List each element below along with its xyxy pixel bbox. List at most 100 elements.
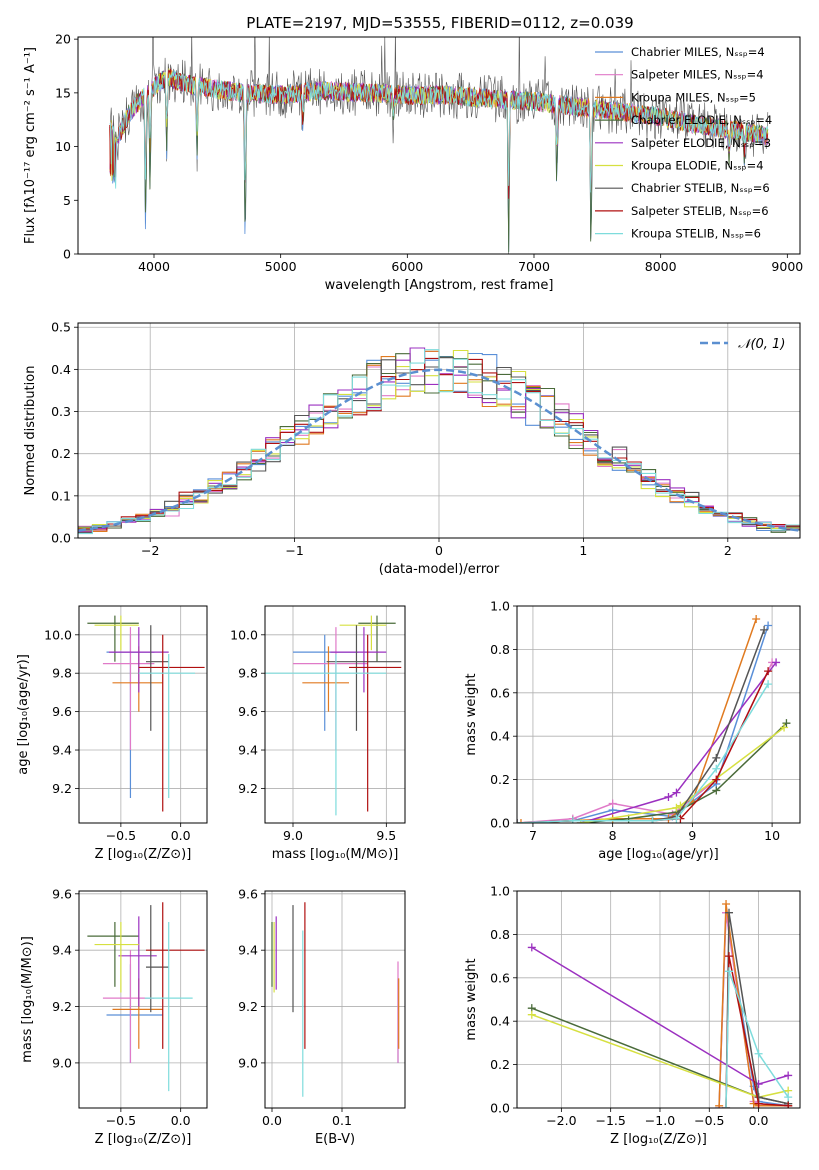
x-tick-label: 8000 [645, 259, 677, 274]
x-tick-label: −0.5 [106, 828, 136, 843]
axes-frame [264, 890, 406, 1109]
residuals-panel: −2 −1 0 1 2 0.0 0.1 0.2 0.3 0.4 0.5 (data-model)/er… [23, 320, 801, 577]
mass-weight-marker [764, 621, 773, 630]
axes-frame [77, 322, 801, 539]
mass-weight-line [580, 722, 787, 823]
mass-weight-marker [664, 792, 673, 801]
x-tick-label: 1 [579, 543, 587, 558]
y-tick-label: 0.4 [490, 729, 510, 744]
y-tick-label: 20 [55, 32, 71, 47]
x-tick-label: 10 [764, 828, 780, 843]
mass-weight-marker [712, 775, 721, 784]
y-tick-label: 0.8 [490, 927, 510, 942]
axes-frame [264, 605, 406, 824]
y-tick-label: 10 [55, 139, 71, 154]
y-tick-label: 1.0 [490, 884, 510, 899]
spectrum-plot-area [109, 37, 769, 254]
mass-weight-marker [725, 952, 734, 961]
x-tick-label: 0.0 [171, 828, 191, 843]
x-tick-label: 9000 [771, 259, 803, 274]
age_vs_Z-plot-area [87, 615, 205, 812]
y-tick-label: 9.6 [52, 704, 72, 719]
x-tick-label: −1.5 [595, 1113, 625, 1128]
legend-label: Chabrier ELODIE, Nₛₛₚ=4 [631, 113, 772, 127]
legend-label: 𝒩(0, 1) [738, 337, 785, 352]
y-tick-label: 9.8 [52, 666, 72, 681]
mass-weight-line [580, 661, 777, 823]
mass-weight-marker [764, 680, 773, 689]
y-tick-label: 9.0 [238, 1055, 258, 1070]
x-tick-label: 9.0 [283, 828, 303, 843]
massweight_vs_age-panel: 7 8 9 10 0.0 0.2 0.4 0.6 0.8 1.0 age [log₁₀(age/yr… [464, 599, 801, 862]
x-tick-label: −1 [285, 543, 303, 558]
x-tick-label: −0.5 [106, 1113, 136, 1128]
mass-weight-marker [568, 816, 577, 823]
residuals-plot-area [78, 347, 800, 535]
x-tick-label: 0.0 [749, 1113, 769, 1128]
mass-weight-marker [672, 814, 681, 823]
spectrum-series-line [109, 69, 769, 193]
x-tick-label: 0 [435, 543, 443, 558]
y-axis-label: mass [log₁₀(M/M⊙)] [20, 936, 35, 1063]
x-tick-label: 0.0 [262, 1113, 282, 1128]
age_vs_mass-plot-area [265, 615, 402, 816]
mass-weight-marker [754, 1049, 763, 1058]
legend-label: Chabrier STELIB, Nₛₛₚ=6 [631, 181, 770, 195]
x-tick-label: 2 [724, 543, 732, 558]
x-axis-label: wavelength [Angstrom, rest frame] [325, 278, 554, 293]
x-tick-label: 5000 [265, 259, 297, 274]
axes-frame [516, 605, 801, 824]
y-tick-label: 0.0 [51, 531, 71, 546]
legend-label: Kroupa ELODIE, Nₛₛₚ=4 [631, 159, 764, 173]
massweight_vs_age-plot-area [517, 615, 791, 823]
x-tick-label: −2 [141, 543, 159, 558]
x-tick-label: 9 [688, 828, 696, 843]
mass-weight-marker [712, 764, 721, 773]
mass-weight-marker [780, 723, 789, 732]
x-tick-label: 0.0 [171, 1113, 191, 1128]
y-tick-label: 9.2 [238, 999, 258, 1014]
x-axis-label: (data-model)/error [379, 562, 500, 577]
y-tick-label: 9.2 [52, 781, 72, 796]
y-tick-label: 0.2 [490, 772, 510, 787]
spectrum-series-line [109, 70, 769, 199]
legend-label: Kroupa MILES, Nₛₛₚ=5 [631, 90, 756, 104]
y-tick-label: 0.0 [490, 1101, 510, 1116]
x-axis-label: E(B-V) [315, 1132, 355, 1147]
mass-weight-marker [712, 753, 721, 762]
mass-weight-marker [725, 967, 734, 976]
x-tick-label: 9.5 [376, 828, 396, 843]
y-axis-label: age [log₁₀(age/yr)] [16, 654, 31, 775]
y-axis-label: mass weight [464, 958, 479, 1040]
y-tick-label: 0.3 [51, 404, 71, 419]
legend-label: Salpeter MILES, Nₛₛₚ=4 [631, 68, 764, 82]
x-tick-label: 7000 [518, 259, 550, 274]
y-tick-label: 0.5 [51, 320, 71, 335]
x-axis-label: Z [log₁₀(Z/Z⊙)] [95, 847, 192, 862]
y-tick-label: 10.0 [44, 627, 72, 642]
mass-weight-marker [712, 786, 721, 795]
y-tick-label: 9.6 [238, 704, 258, 719]
x-axis-label: age [log₁₀(age/yr)] [598, 847, 719, 862]
page-title: PLATE=2197, MJD=53555, FIBERID=0112, z=0… [246, 14, 633, 32]
axes-frame [516, 890, 801, 1109]
legend-label: Salpeter ELODIE, Nₛₛₚ=3 [631, 136, 771, 150]
y-tick-label: 0.2 [51, 446, 71, 461]
mass-weight-marker [784, 1101, 793, 1108]
mass_vs_Z-panel: −0.5 0.0 9.0 9.2 9.4 9.6 Z [log₁₀(Z/Z⊙)] mass [… [20, 886, 208, 1147]
mass-weight-marker [715, 1101, 724, 1108]
mass-weight-marker [772, 658, 781, 667]
y-tick-label: 9.4 [238, 743, 258, 758]
mass_vs_ebv-panel: 0.0 0.1 9.0 9.2 9.4 9.6 E(B-V) [238, 886, 406, 1147]
mass-weight-marker [764, 667, 773, 676]
mass-weight-marker [722, 1104, 731, 1108]
mass_vs_ebv-plot-area [271, 902, 400, 1097]
x-tick-label: −2.0 [546, 1113, 576, 1128]
y-tick-label: 0.4 [490, 1014, 510, 1029]
y-axis-label: mass weight [464, 673, 479, 755]
x-axis-label: Z [log₁₀(Z/Z⊙)] [610, 1132, 707, 1147]
y-tick-label: 1.0 [490, 599, 510, 614]
y-tick-label: 9.6 [238, 886, 258, 901]
spectrum-panel: 4000 5000 6000 7000 8000 9000 0 5 10 15 20 waveleng… [23, 32, 803, 293]
